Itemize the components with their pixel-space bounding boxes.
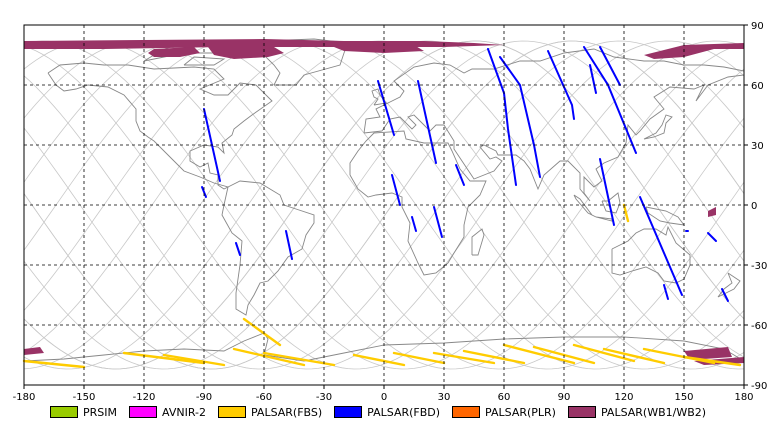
palsar-fbd-swath [455,164,465,186]
palsar-fbs-swaths [22,203,742,369]
latitude-tick-labels: 90 60 30 0 -30 -60 -90 [744,21,767,392]
lat-tick-label: -90 [751,381,767,392]
coastline [471,228,485,256]
coastline [47,62,273,190]
lon-tick-label: 60 [498,392,511,403]
coastline [183,56,226,66]
palsar-fbs-swath [262,351,336,367]
lat-tick-label: 30 [751,141,764,152]
palsar-fbd-swath [377,80,395,136]
lon-tick-label: 180 [734,392,753,403]
legend-swatch [452,406,481,418]
lat-tick-label: 90 [751,21,764,32]
lon-tick-label: 120 [614,392,633,403]
coastline [349,130,487,276]
palsar-fbd-swath [547,50,575,120]
lat-tick-label: 60 [751,81,764,92]
palsar-fbs-swath [462,349,526,365]
palsar-fbd-swath [285,230,293,260]
palsar-fbd-swath [599,158,615,226]
legend-label: PALSAR(PLR) [485,405,556,419]
palsar-wb-swath [334,45,424,53]
legend-label: PALSAR(WB1/WB2) [600,405,707,419]
lon-tick-label: 30 [438,392,451,403]
palsar-fbs-swath [622,203,630,223]
legend-swatch [217,406,246,418]
legend-item: PALSAR(PLR) [452,406,556,419]
palsar-wb-swath [644,43,744,59]
legend-item: PALSAR(WB1/WB2) [567,405,707,419]
palsar-fbd-swath [433,206,443,238]
legend-label: PRSIM [83,405,117,419]
coastline [645,206,686,226]
legend-label: PALSAR(FBS) [250,405,323,419]
legend-swatch [129,406,157,418]
palsar-fbd-swath [411,216,417,232]
palsar-fbd-swath [235,242,241,256]
legend-swatch [334,406,363,418]
palsar-fbs-swath [122,351,206,365]
legend-swatch [567,406,596,418]
lon-tick-label: -150 [73,392,96,403]
palsar-fbd-swath [639,196,683,296]
lat-tick-label: 0 [751,201,757,212]
coastline [23,332,745,362]
legend-swatch [50,406,78,418]
coastline [363,48,745,202]
legend-item: PALSAR(FBD) [334,406,440,419]
palsar-fbs-swath [162,353,226,367]
graticule [24,25,744,385]
lon-tick-label: 90 [558,392,571,403]
palsar-fbs-swath [242,317,282,347]
palsar-fbd-swath [487,48,517,186]
palsar-wb-swath [708,207,716,217]
palsar-fbs-swath [22,359,86,369]
lon-tick-label: 150 [674,392,693,403]
legend-label: PALSAR(FBD) [367,405,441,419]
palsar-wb-swath [684,347,732,359]
palsar-fbd-swath [201,186,207,198]
palsar-fbs-swath [392,351,446,365]
palsar-fbd-swath [599,46,621,86]
lon-tick-label: 0 [381,392,387,403]
palsar-fbs-swath [572,343,636,363]
lat-tick-label: -60 [751,321,767,332]
lon-tick-label: -30 [316,392,332,403]
lon-tick-label: -120 [133,392,156,403]
palsar-fbs-swath [602,347,666,365]
palsar-fbd-swath [417,80,437,164]
legend-label: AVNIR-2 [162,405,206,419]
lon-tick-label: -90 [196,392,212,403]
palsar-wb-swath [148,47,200,57]
lon-tick-label: -60 [256,392,272,403]
legend-item: PRSIM [50,406,117,419]
palsar-fbd-swath [589,64,597,94]
longitude-tick-labels: -180 -150 -120 -90 -60 -30 0 30 60 90 120 150 180 [13,385,754,403]
coastlines [23,38,745,362]
palsar-fbs-swath [502,343,576,365]
palsar-fbs-swath [432,351,496,365]
lat-tick-label: -30 [751,261,767,272]
palsar-fbs-swath [352,353,406,367]
palsar-fbd-swath [721,288,729,302]
legend-item: PALSAR(FBS) [217,405,323,419]
lon-tick-label: -180 [13,392,36,403]
palsar-wb-swath [24,347,44,355]
coastline [717,272,741,298]
palsar-fbd-swath [707,232,717,242]
coastline [242,38,349,86]
coastline [643,114,673,140]
legend: PRSIM AVNIR-2 PALSAR(FBS) PALSAR(FBD) PALSAR… [50,402,718,422]
orbit-track [23,40,745,370]
palsar-fbs-swath [232,347,306,367]
legend-item: AVNIR-2 [129,406,206,419]
palsar-fbd-swath [499,56,541,178]
palsar-fbd-swath [663,284,669,300]
orbit-track [23,40,745,370]
palsar-wb-swath [208,47,284,59]
palsar-fbd-swath [391,174,401,206]
palsar-fbs-swath [682,355,742,367]
